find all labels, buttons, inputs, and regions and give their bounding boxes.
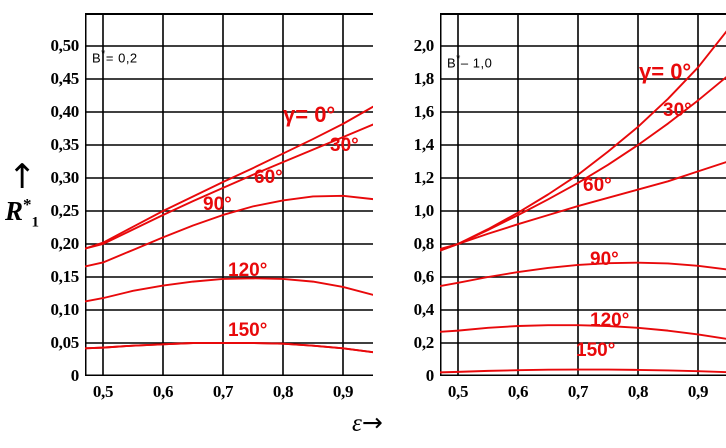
x-tick-label: 0,6: [507, 382, 529, 401]
y-tick-label: 0,6: [413, 267, 435, 286]
y-tick-label: 0,2: [413, 333, 435, 352]
data-curve: [85, 105, 373, 250]
y-axis-title-base: R: [5, 196, 24, 226]
x-tick-label: 0,6: [152, 382, 174, 401]
curve-label: 90°: [203, 194, 232, 215]
y-tick-label: 0,30: [50, 168, 79, 187]
curve-label: 60°: [583, 175, 612, 196]
x-tick-label: 0,8: [627, 382, 649, 401]
y-axis-title-sub: 1: [31, 214, 40, 231]
data-curve: [85, 123, 373, 250]
data-curve: [440, 76, 726, 252]
x-tick-label: 0,5: [92, 382, 114, 401]
panel-annotation-right: B*– 1,0: [447, 53, 492, 70]
data-curve: [85, 342, 373, 354]
x-axis-title-symbol: ε: [352, 410, 362, 437]
annotation-base: B: [447, 55, 457, 71]
y-tick-label: 0,50: [50, 36, 79, 55]
y-tick-label: 0,35: [50, 135, 79, 154]
y-tick-label: 0,40: [50, 102, 79, 121]
y-tick-label: 1,4: [413, 135, 435, 154]
curve-label: γ= 0°: [639, 59, 692, 84]
y-tick-label: 0,25: [50, 201, 79, 220]
y-tick-label: 1,0: [413, 201, 435, 220]
y-tick-label: 1,2: [413, 168, 435, 187]
y-tick-label: 0,8: [413, 234, 435, 253]
y-tick-label: 0,15: [50, 267, 79, 286]
y-tick-label: 0: [425, 366, 435, 385]
x-tick-label: 0,7: [212, 382, 234, 401]
axis-frame: [440, 13, 726, 376]
data-curve: [440, 161, 726, 250]
y-tick-label: 0,4: [413, 300, 435, 319]
y-axis-arrow-left: ↑: [8, 157, 37, 197]
plot-canvas-left: [85, 13, 373, 376]
y-tick-label: 0,45: [50, 69, 79, 88]
plot-area-left: [85, 13, 373, 376]
data-curve: [440, 261, 726, 288]
curve-label: 90°: [590, 249, 619, 270]
y-tick-label: 1,8: [413, 69, 435, 88]
annotation-superscript: *: [101, 48, 106, 60]
axis-frame: [85, 13, 373, 376]
plot-area-right: [440, 13, 726, 376]
data-curve: [440, 368, 726, 374]
annotation-base: B: [92, 50, 102, 66]
curve-label: γ= 0°: [283, 102, 336, 127]
annotation-rest: – 1,0: [460, 55, 493, 71]
y-axis-title-sup: *: [23, 195, 32, 214]
panel-annotation-left: B*= 0,2: [92, 48, 138, 65]
y-tick-label: 0,05: [50, 333, 79, 352]
curve-label: 120°: [590, 310, 630, 331]
chart-panel-left: B*= 0,2 ↑ R*1 0 0,05 0,10 0,15 0,20 0,25 0,30 0…: [5, 13, 373, 401]
x-tick-label: 0,8: [272, 382, 294, 401]
chart-panel-right: B*– 1,0 0 0,2 0,4 0,6 0,8 1,0 1,2 1,4 1,6 1,8 2,0 …: [390, 0, 726, 448]
curve-label: 60°: [254, 167, 283, 188]
data-curve: [85, 277, 373, 303]
annotation-rest: = 0,2: [105, 50, 138, 66]
y-tick-label: 0: [70, 366, 80, 385]
x-tick-label: 0,5: [447, 382, 469, 401]
data-curve: [440, 324, 726, 340]
plot-canvas-right: [440, 13, 726, 376]
y-tick-label: 1,6: [413, 102, 435, 121]
annotation-superscript: *: [456, 53, 461, 65]
x-tick-label: 0,7: [567, 382, 589, 401]
curve-label: 30°: [330, 135, 359, 156]
curve-label: 30°: [663, 100, 692, 121]
curve-label: 150°: [576, 340, 616, 361]
x-tick-label: 0,9: [687, 382, 709, 401]
y-axis-title-left: R*1: [5, 196, 39, 230]
y-tick-label: 2,0: [413, 36, 435, 55]
y-tick-label: 0,10: [50, 300, 79, 319]
curve-label: 120°: [228, 260, 268, 281]
curve-label: 150°: [228, 320, 268, 341]
x-axis-arrow: →: [361, 408, 383, 437]
data-curve: [85, 194, 373, 268]
x-axis-title: ε→: [352, 408, 383, 438]
y-tick-label: 0,20: [50, 234, 79, 253]
x-tick-label: 0,9: [332, 382, 354, 401]
